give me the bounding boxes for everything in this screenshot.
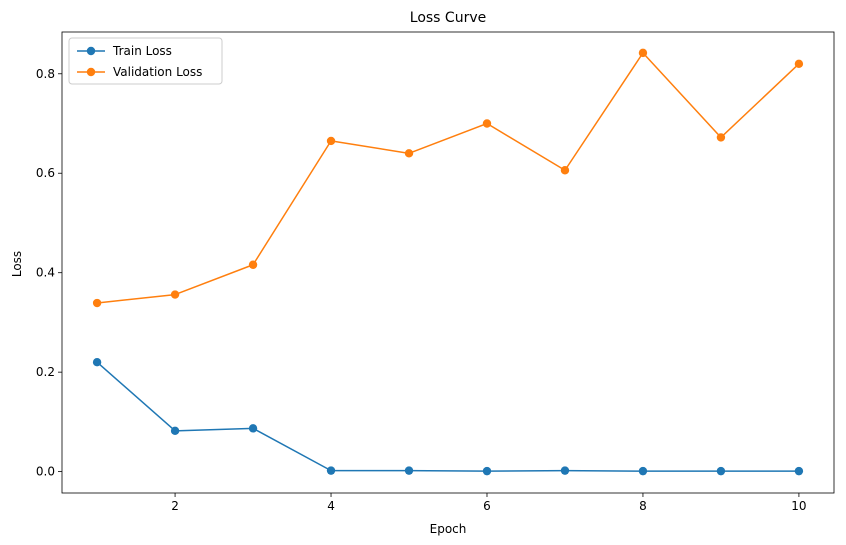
validation-loss-series [92, 48, 804, 308]
x-tick-label: 2 [171, 499, 179, 513]
y-tick-label: 0.2 [36, 365, 55, 379]
x-tick-label: 6 [483, 499, 491, 513]
y-tick-label: 0.6 [36, 166, 55, 180]
validation-loss-point [638, 48, 648, 58]
legend-marker-swatch [86, 46, 96, 56]
y-tick-label: 0.4 [36, 266, 55, 280]
y-tick-label: 0.8 [36, 67, 55, 81]
y-axis-label: Loss [10, 251, 24, 277]
validation-loss-point [326, 136, 336, 146]
train-loss-point [482, 466, 492, 476]
plot-frame [61, 31, 835, 494]
train-loss-point [794, 466, 804, 476]
chart-title: Loss Curve [410, 10, 486, 26]
validation-loss-point [170, 290, 180, 299]
legend-box [68, 37, 223, 85]
validation-loss-point [404, 149, 414, 158]
train-loss-point [404, 466, 414, 475]
x-tick-label: 8 [639, 499, 647, 513]
train-loss-point [560, 466, 570, 475]
train-loss-point [326, 466, 336, 475]
validation-loss-line [97, 52, 800, 304]
validation-loss-point [560, 166, 570, 175]
train-loss-point [92, 358, 102, 367]
series-layer [92, 48, 804, 476]
train-loss-point [170, 426, 180, 436]
x-axis-ticks: 2 4 6 8 10 [171, 493, 807, 513]
validation-loss-point [794, 59, 804, 69]
validation-loss-point [482, 119, 492, 128]
validation-loss-point [248, 260, 258, 269]
train-loss-point [638, 466, 648, 476]
validation-loss-point [716, 133, 726, 142]
x-axis-label: Epoch [430, 522, 467, 536]
validation-loss-point [92, 298, 102, 308]
train-loss-point [248, 424, 258, 433]
train-loss-line [96, 361, 799, 472]
train-loss-series [92, 358, 804, 476]
legend-marker-swatch [86, 67, 96, 77]
legend-label: Validation Loss [113, 65, 202, 79]
legend-item-validation-loss: Validation Loss [77, 65, 202, 79]
legend-label: Train Loss [112, 44, 172, 58]
x-tick-label: 4 [327, 499, 335, 513]
y-axis-ticks: 0.0 0.2 0.4 0.6 0.8 [36, 67, 62, 479]
train-loss-point [716, 466, 726, 476]
legend: Train Loss Validation Loss [68, 37, 223, 85]
legend-item-train-loss: Train Loss [77, 44, 172, 58]
y-tick-label: 0.0 [36, 465, 55, 479]
x-tick-label: 10 [791, 499, 806, 513]
